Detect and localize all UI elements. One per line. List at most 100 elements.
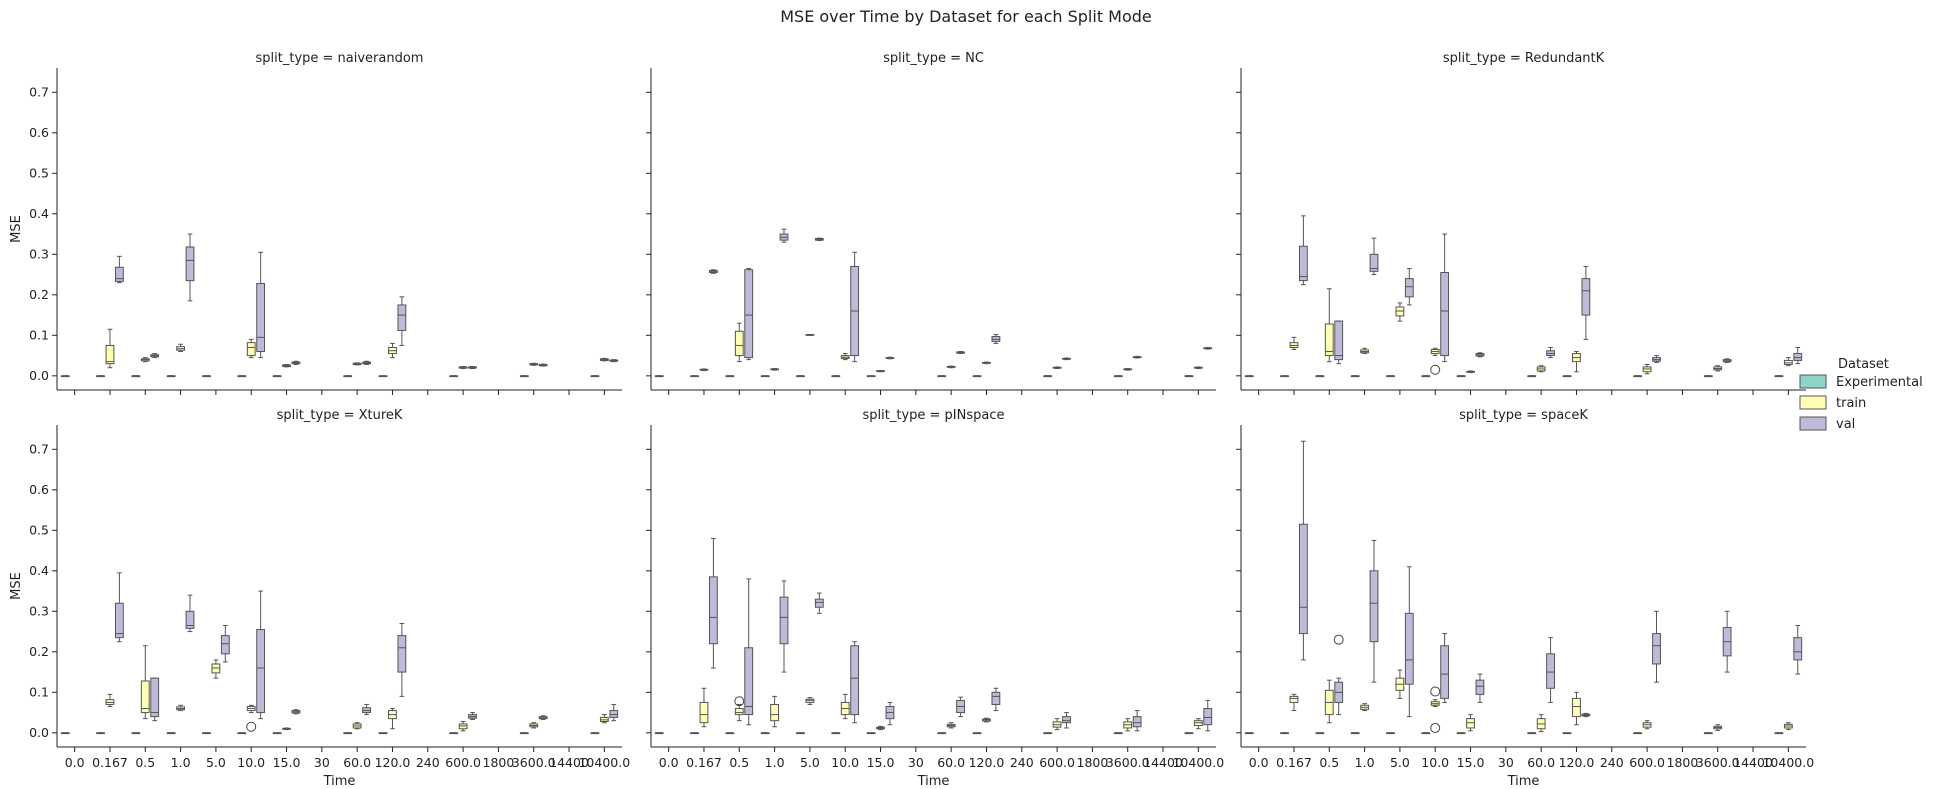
box-body: [779, 596, 789, 645]
x-tick-label: 1.0: [171, 755, 191, 770]
box-train: [458, 720, 468, 732]
box-val: [362, 360, 371, 365]
x-tick-label: 0.0: [1249, 755, 1269, 770]
box-train: [529, 362, 539, 366]
box-val: [1404, 566, 1414, 718]
y-tick-label: 0.2: [29, 644, 49, 659]
x-tick-label: 10400.0: [1762, 755, 1814, 770]
box-val: [708, 537, 718, 669]
x-tick-label: 10.0: [831, 755, 859, 770]
box-val: [291, 709, 301, 715]
box-body: [1581, 278, 1591, 316]
box-train: [1713, 365, 1723, 372]
box-train: [840, 353, 850, 361]
box-train: [805, 334, 815, 336]
x-tick-label: 15.0: [867, 755, 895, 770]
y-tick-label: 0.6: [29, 125, 49, 140]
box-experimental: [449, 375, 459, 378]
box-val: [397, 296, 407, 346]
box-val: [1546, 637, 1555, 703]
box-train: [1289, 693, 1299, 712]
x-tick-label: 5.0: [800, 755, 820, 770]
box-experimental: [937, 375, 947, 378]
legend-label: train: [1836, 396, 1866, 411]
box-experimental: [96, 732, 105, 735]
box-train: [1360, 347, 1370, 355]
box-body: [734, 708, 744, 716]
box-train: [946, 365, 956, 369]
box-experimental: [590, 732, 600, 735]
y-tick-label: 0.6: [29, 482, 49, 497]
y-tick-label: 0.3: [29, 246, 49, 261]
box-body: [1289, 695, 1299, 703]
box-experimental: [654, 732, 664, 735]
x-tick-label: 120.0: [1559, 755, 1595, 770]
x-tick-label: 120.0: [375, 755, 411, 770]
box-experimental: [1703, 732, 1713, 735]
box-train: [1289, 336, 1299, 350]
box-body: [609, 710, 619, 718]
box-experimental: [166, 732, 176, 735]
panel-title: split_type = pINspace: [863, 408, 1005, 423]
box-train: [1713, 724, 1723, 731]
box-val: [1203, 346, 1213, 350]
box-body: [744, 269, 754, 359]
box-body: [185, 610, 195, 629]
box-experimental: [1456, 375, 1466, 378]
outlier-point: [734, 696, 745, 707]
y-tick-label: 0.7: [29, 84, 49, 99]
x-tick-label: 30: [908, 755, 924, 770]
x-tick-label: 10.0: [237, 755, 265, 770]
box-val: [814, 592, 824, 614]
box-experimental: [1774, 375, 1784, 378]
box-val: [1062, 712, 1071, 729]
box-val: [744, 267, 754, 361]
box-train: [876, 725, 885, 731]
box-experimental: [590, 375, 600, 378]
box-train: [699, 687, 709, 728]
box-experimental: [1043, 732, 1053, 735]
box-val: [256, 590, 266, 720]
x-tick-label: 15.0: [273, 755, 301, 770]
box-train: [1430, 686, 1441, 733]
x-tick-label: 600.0: [445, 755, 481, 770]
x-tick-label: 3600.0: [1696, 755, 1740, 770]
x-tick-label: 0.5: [1319, 755, 1339, 770]
box-val: [468, 366, 477, 370]
box-val: [850, 251, 860, 363]
box-experimental: [760, 732, 770, 735]
box-val: [1793, 346, 1803, 365]
box-train: [105, 328, 115, 369]
box-train: [840, 693, 850, 720]
box-body: [1404, 278, 1414, 298]
x-tick-label: 14400: [1143, 755, 1183, 770]
box-val: [220, 624, 230, 663]
box-val: [956, 351, 965, 355]
box-body: [140, 680, 150, 714]
box-train: [211, 659, 221, 679]
box-body: [246, 342, 256, 357]
box-experimental: [1633, 375, 1643, 378]
box-val: [1132, 710, 1142, 732]
box-train: [388, 342, 397, 359]
facet-panels: split_type = naiverandom 0.0 0.1 0.2 0.3 0.4 0…: [9, 51, 1814, 789]
box-val: [1298, 440, 1308, 661]
box-experimental: [937, 732, 947, 735]
box-val: [114, 572, 124, 643]
box-experimental: [1280, 732, 1289, 735]
x-tick-label: 240: [1600, 755, 1624, 770]
box-train: [1360, 703, 1370, 712]
box-train: [699, 368, 709, 372]
box-body: [1572, 697, 1581, 718]
box-train: [1123, 368, 1133, 371]
outlier-point: [1430, 722, 1441, 733]
box-val: [1132, 355, 1142, 359]
box-experimental: [690, 375, 699, 378]
box-body: [1324, 323, 1334, 357]
facet-panel: split_type = naiverandom 0.0 0.1 0.2 0.3 0.4 0…: [9, 51, 622, 395]
x-tick-label: 60.0: [937, 755, 965, 770]
box-train: [1395, 669, 1405, 699]
box-train: [352, 362, 362, 366]
box-train: [1052, 718, 1062, 731]
box-experimental: [972, 375, 982, 378]
